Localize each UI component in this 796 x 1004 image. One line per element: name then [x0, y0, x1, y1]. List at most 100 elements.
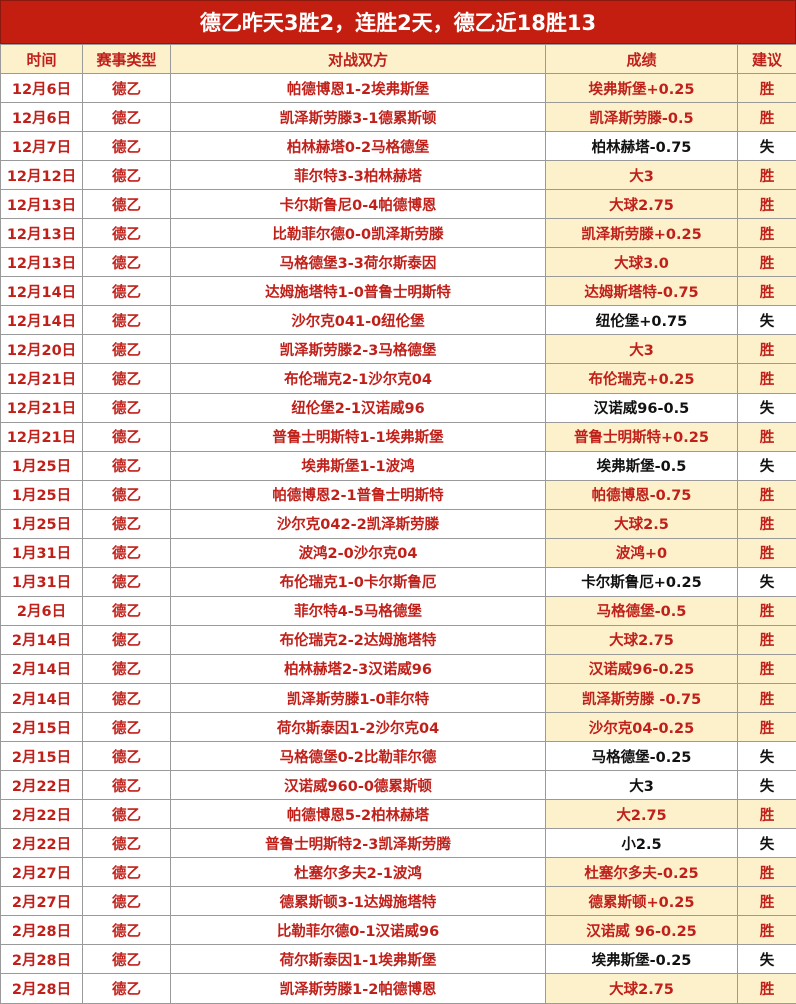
result-cell: 凯泽斯劳滕+0.25	[546, 219, 738, 248]
match-cell: 普鲁士明斯特2-3凯泽斯劳腾	[171, 829, 546, 858]
result-cell: 大球2.75	[546, 625, 738, 654]
date-cell: 1月25日	[1, 451, 83, 480]
advice-cell: 胜	[738, 190, 796, 219]
advice-cell: 胜	[738, 683, 796, 712]
league-cell: 德乙	[83, 771, 171, 800]
league-cell: 德乙	[83, 538, 171, 567]
date-cell: 2月14日	[1, 683, 83, 712]
advice-cell: 胜	[738, 713, 796, 742]
advice-cell: 胜	[738, 916, 796, 945]
result-cell: 达姆斯塔特-0.75	[546, 277, 738, 306]
match-cell: 达姆施塔特1-0普鲁士明斯特	[171, 277, 546, 306]
league-cell: 德乙	[83, 74, 171, 103]
date-cell: 12月21日	[1, 393, 83, 422]
date-cell: 12月20日	[1, 335, 83, 364]
date-cell: 2月6日	[1, 596, 83, 625]
league-cell: 德乙	[83, 422, 171, 451]
league-cell: 德乙	[83, 742, 171, 771]
date-cell: 2月28日	[1, 945, 83, 974]
advice-cell: 失	[738, 306, 796, 335]
date-cell: 12月13日	[1, 248, 83, 277]
league-cell: 德乙	[83, 683, 171, 712]
result-cell: 布伦瑞克+0.25	[546, 364, 738, 393]
date-cell: 2月22日	[1, 829, 83, 858]
result-cell: 大3	[546, 771, 738, 800]
header-advice: 建议	[738, 45, 796, 74]
header-row: 时间 赛事类型 对战双方 成绩 建议	[1, 45, 796, 74]
league-cell: 德乙	[83, 625, 171, 654]
advice-cell: 胜	[738, 248, 796, 277]
result-cell: 大球2.75	[546, 974, 738, 1003]
advice-cell: 胜	[738, 422, 796, 451]
league-cell: 德乙	[83, 161, 171, 190]
advice-cell: 胜	[738, 625, 796, 654]
result-cell: 凯泽斯劳滕 -0.75	[546, 683, 738, 712]
league-cell: 德乙	[83, 335, 171, 364]
match-cell: 凯泽斯劳滕2-3马格德堡	[171, 335, 546, 364]
header-time: 时间	[1, 45, 83, 74]
match-cell: 普鲁士明斯特1-1埃弗斯堡	[171, 422, 546, 451]
league-cell: 德乙	[83, 800, 171, 829]
match-cell: 柏林赫塔0-2马格德堡	[171, 132, 546, 161]
date-cell: 2月28日	[1, 916, 83, 945]
match-cell: 纽伦堡2-1汉诺威96	[171, 393, 546, 422]
result-cell: 大3	[546, 335, 738, 364]
match-cell: 凯泽斯劳滕1-2帕德博恩	[171, 974, 546, 1003]
league-cell: 德乙	[83, 974, 171, 1003]
advice-cell: 失	[738, 132, 796, 161]
match-cell: 帕德博恩1-2埃弗斯堡	[171, 74, 546, 103]
result-cell: 马格德堡-0.25	[546, 742, 738, 771]
advice-cell: 胜	[738, 277, 796, 306]
league-cell: 德乙	[83, 451, 171, 480]
result-cell: 沙尔克04-0.25	[546, 713, 738, 742]
date-cell: 12月13日	[1, 190, 83, 219]
result-cell: 大球2.75	[546, 190, 738, 219]
result-cell: 波鸿+0	[546, 538, 738, 567]
result-cell: 德累斯顿+0.25	[546, 887, 738, 916]
match-cell: 荷尔斯泰因1-2沙尔克04	[171, 713, 546, 742]
header-match: 对战双方	[171, 45, 546, 74]
advice-cell: 胜	[738, 887, 796, 916]
result-cell: 小2.5	[546, 829, 738, 858]
result-cell: 马格德堡-0.5	[546, 596, 738, 625]
advice-cell: 胜	[738, 538, 796, 567]
result-cell: 汉诺威 96-0.25	[546, 916, 738, 945]
date-cell: 12月6日	[1, 103, 83, 132]
header-result: 成绩	[546, 45, 738, 74]
league-cell: 德乙	[83, 190, 171, 219]
result-cell: 普鲁士明斯特+0.25	[546, 422, 738, 451]
match-cell: 沙尔克041-0纽伦堡	[171, 306, 546, 335]
league-cell: 德乙	[83, 277, 171, 306]
advice-cell: 失	[738, 829, 796, 858]
league-cell: 德乙	[83, 103, 171, 132]
league-cell: 德乙	[83, 306, 171, 335]
date-cell: 1月25日	[1, 480, 83, 509]
match-cell: 沙尔克042-2凯泽斯劳滕	[171, 509, 546, 538]
match-cell: 菲尔特3-3柏林赫塔	[171, 161, 546, 190]
page-title: 德乙昨天3胜2，连胜2天，德乙近18胜13	[0, 0, 796, 44]
match-cell: 波鸿2-0沙尔克04	[171, 538, 546, 567]
result-cell: 卡尔斯鲁厄+0.25	[546, 567, 738, 596]
result-cell: 埃弗斯堡-0.5	[546, 451, 738, 480]
league-cell: 德乙	[83, 509, 171, 538]
